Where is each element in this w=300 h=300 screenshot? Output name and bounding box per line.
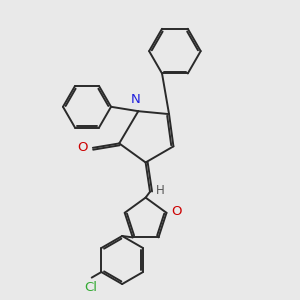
Text: N: N xyxy=(131,93,141,106)
Text: O: O xyxy=(171,205,182,218)
Text: O: O xyxy=(77,141,88,154)
Text: Cl: Cl xyxy=(84,281,97,294)
Text: H: H xyxy=(156,184,165,197)
